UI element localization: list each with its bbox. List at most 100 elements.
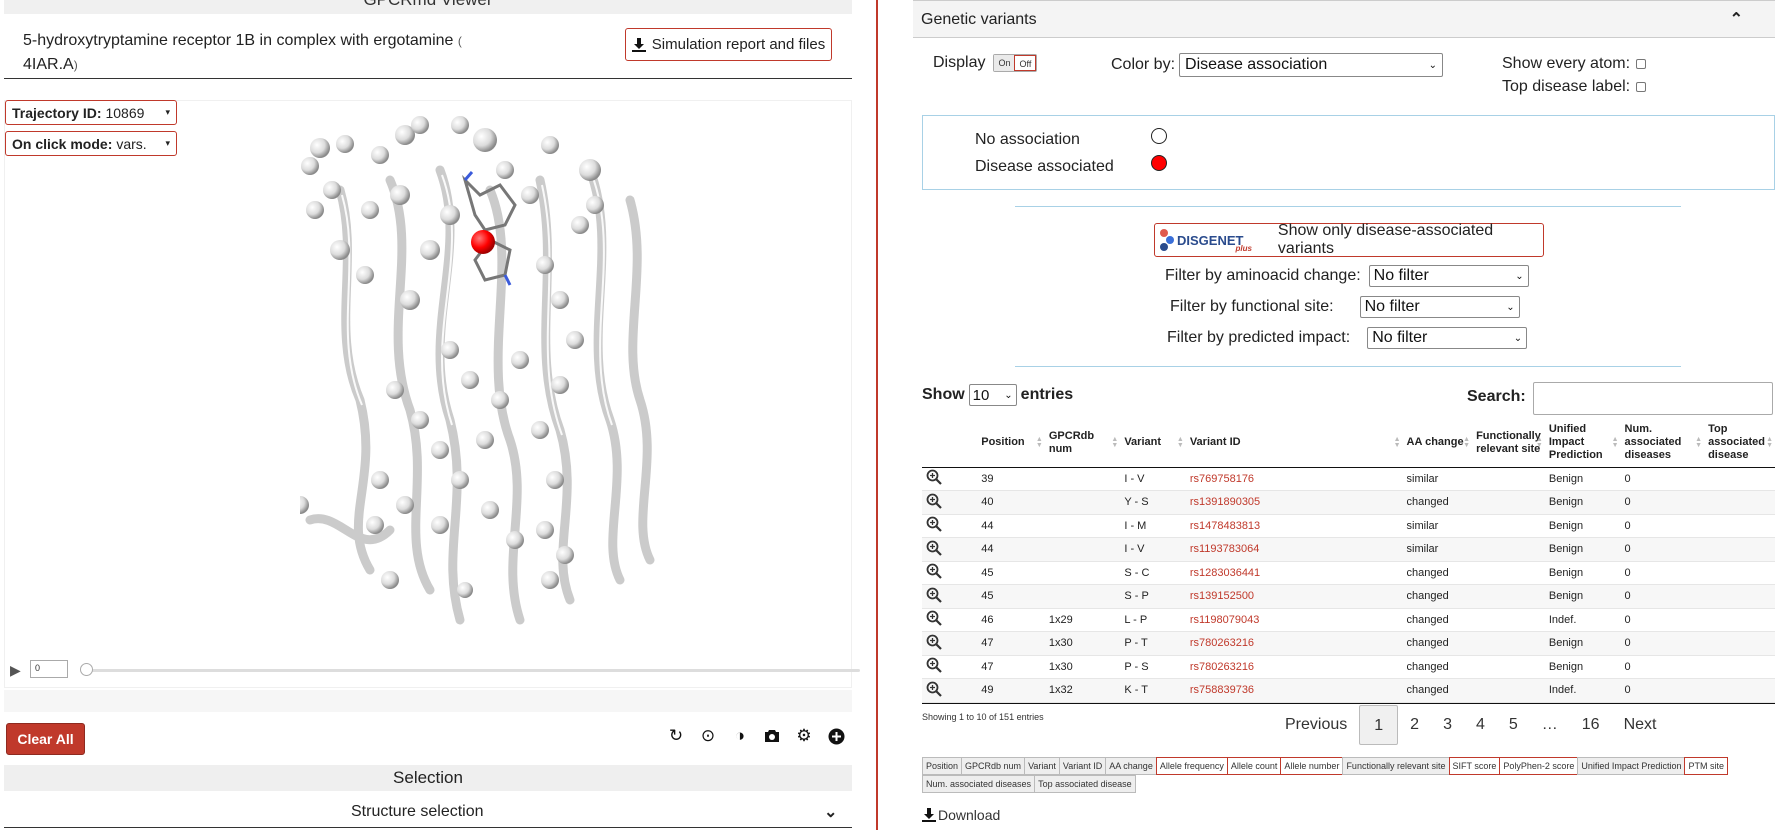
column-toggle-button[interactable]: SIFT score xyxy=(1448,757,1501,775)
chevron-up-icon[interactable]: ⌃ xyxy=(1729,11,1743,28)
previous-page-button[interactable]: Previous xyxy=(1285,716,1348,733)
column-toggle-button[interactable]: Allele frequency xyxy=(1155,757,1228,775)
zoom-in-icon[interactable] xyxy=(926,657,942,674)
filter-predicted-impact-select[interactable]: No filter ⌄ xyxy=(1367,327,1528,349)
page-button[interactable]: 16 xyxy=(1581,716,1600,733)
variant-id-link[interactable]: rs1391890305 xyxy=(1185,490,1403,515)
zoom-in-icon[interactable] xyxy=(926,681,942,697)
camera-icon[interactable] xyxy=(762,726,782,746)
column-toggle-button[interactable]: PTM site xyxy=(1684,757,1728,775)
column-toggle-button[interactable]: Allele number xyxy=(1280,757,1344,775)
top-disease-label-checkbox[interactable] xyxy=(1636,82,1647,92)
reset-view-icon[interactable]: ↻ xyxy=(668,726,684,745)
sort-icon[interactable]: ▲ ▼ xyxy=(1535,435,1543,449)
center-icon[interactable]: ⊙ xyxy=(700,726,716,745)
column-header[interactable]: Variant ID ▲ ▼ xyxy=(1185,419,1403,468)
sort-icon[interactable]: ▲ ▼ xyxy=(1695,435,1703,449)
column-toggle-button[interactable]: Functionally relevant site xyxy=(1342,757,1450,775)
zoom-in-icon[interactable] xyxy=(926,587,942,603)
genetic-variants-header[interactable]: Genetic variants ⌃ xyxy=(913,0,1775,38)
column-header[interactable]: Functionally relevant site ▲ ▼ xyxy=(1472,419,1545,468)
variant-id-link[interactable]: rs758839736 xyxy=(1185,678,1403,703)
zoom-cell[interactable] xyxy=(922,537,978,562)
zoom-in-icon[interactable] xyxy=(926,516,942,533)
disease-variant-marker[interactable] xyxy=(471,230,495,254)
column-header[interactable]: Top associated disease ▲ ▼ xyxy=(1704,419,1775,468)
download-link[interactable]: Download xyxy=(922,807,1000,823)
variant-id-link[interactable]: rs780263216 xyxy=(1185,655,1403,679)
page-button[interactable]: 2 xyxy=(1410,716,1420,733)
sort-icon[interactable]: ▲ ▼ xyxy=(1766,435,1773,449)
zoom-in-icon[interactable] xyxy=(926,493,942,509)
page-button[interactable]: … xyxy=(1541,716,1558,733)
zoom-cell[interactable] xyxy=(922,561,978,585)
zoom-cell[interactable] xyxy=(922,678,978,703)
zoom-cell[interactable] xyxy=(922,631,978,656)
display-toggle[interactable]: On Off xyxy=(993,54,1038,72)
variant-id-link[interactable]: rs1478483813 xyxy=(1185,514,1403,538)
column-toggle-button[interactable]: Position xyxy=(922,757,963,775)
variant-id-link[interactable]: rs769758176 xyxy=(1185,467,1403,491)
column-toggle-button[interactable]: Variant xyxy=(1024,757,1060,775)
filter-aa-change-select[interactable]: No filter ⌄ xyxy=(1368,265,1529,287)
column-toggle-button[interactable]: Variant ID xyxy=(1058,757,1107,775)
sort-icon[interactable]: ▲ ▼ xyxy=(1393,435,1401,449)
filter-functional-site-select[interactable]: No filter ⌄ xyxy=(1359,296,1520,318)
frame-number-input[interactable]: 0 xyxy=(30,660,68,678)
column-header[interactable]: Variant ▲ ▼ xyxy=(1120,419,1186,468)
contrast-icon[interactable]: ◑ xyxy=(734,726,746,745)
sort-icon[interactable]: ▲ ▼ xyxy=(1463,435,1471,449)
column-toggle-button[interactable]: Num. associated diseases xyxy=(922,775,1036,793)
zoom-cell[interactable] xyxy=(922,584,978,609)
simulation-report-button[interactable]: Simulation report and files xyxy=(625,28,832,61)
zoom-cell[interactable] xyxy=(922,514,978,538)
page-length-select[interactable]: 10 ⌄ xyxy=(968,384,1017,406)
zoom-cell[interactable] xyxy=(922,467,978,491)
add-icon[interactable] xyxy=(826,726,846,746)
column-header[interactable]: Num. associated diseases ▲ ▼ xyxy=(1620,419,1705,468)
play-icon[interactable]: ▶ xyxy=(10,662,21,678)
gear-icon[interactable]: ⚙ xyxy=(796,726,812,745)
show-every-atom-checkbox[interactable] xyxy=(1636,59,1647,69)
variant-id-link[interactable]: rs1283036441 xyxy=(1185,561,1403,585)
column-header[interactable]: AA change ▲ ▼ xyxy=(1402,419,1473,468)
page-button[interactable]: 4 xyxy=(1475,716,1485,733)
zoom-in-icon[interactable] xyxy=(926,610,942,627)
variant-id-link[interactable]: rs1193783064 xyxy=(1185,537,1403,562)
column-header[interactable]: Position ▲ ▼ xyxy=(977,419,1045,468)
column-header[interactable]: GPCRdb num ▲ ▼ xyxy=(1044,419,1121,468)
zoom-cell[interactable] xyxy=(922,490,978,515)
toggle-on[interactable]: On xyxy=(994,55,1015,71)
structure-selection-toggle[interactable]: Structure selection ⌄ xyxy=(4,800,852,828)
variant-id-link[interactable]: rs780263216 xyxy=(1185,631,1403,656)
sort-icon[interactable]: ▲ ▼ xyxy=(1176,435,1184,449)
page-button[interactable]: 5 xyxy=(1508,716,1518,733)
column-toggle-button[interactable]: Top associated disease xyxy=(1034,775,1136,793)
zoom-cell[interactable] xyxy=(922,608,978,632)
search-input[interactable] xyxy=(1533,382,1773,415)
sort-icon[interactable]: ▲ ▼ xyxy=(1035,435,1043,449)
next-page-button[interactable]: Next xyxy=(1623,716,1657,733)
zoom-in-icon[interactable] xyxy=(926,563,942,580)
zoom-in-icon[interactable] xyxy=(926,634,942,650)
color-by-select[interactable]: Disease association ⌄ xyxy=(1179,53,1444,77)
column-toggle-button[interactable]: GPCRdb num xyxy=(961,757,1026,775)
toggle-off[interactable]: Off xyxy=(1014,55,1037,71)
variant-id-link[interactable]: rs139152500 xyxy=(1185,584,1403,609)
frame-slider-thumb[interactable] xyxy=(80,663,93,676)
zoom-in-icon[interactable] xyxy=(926,469,942,486)
clear-all-button[interactable]: Clear All xyxy=(6,723,85,755)
disgenet-filter-button[interactable]: DISGENET plus Show only disease-associat… xyxy=(1154,222,1544,257)
column-toggle-button[interactable]: Unified Impact Prediction xyxy=(1577,757,1686,775)
column-toggle-button[interactable]: PolyPhen-2 score xyxy=(1499,757,1579,775)
trajectory-select[interactable]: Trajectory ID: 10869 ▾ xyxy=(5,100,177,125)
column-header[interactable]: Unified Impact Prediction ▲ ▼ xyxy=(1544,419,1621,468)
column-toggle-button[interactable]: AA change xyxy=(1105,757,1157,775)
zoom-in-icon[interactable] xyxy=(926,540,942,556)
sort-icon[interactable]: ▲ ▼ xyxy=(1111,435,1119,449)
sort-icon[interactable]: ▲ ▼ xyxy=(1611,435,1619,449)
protein-structure-render[interactable] xyxy=(300,100,720,650)
variant-id-link[interactable]: rs1198079043 xyxy=(1185,608,1403,632)
page-button[interactable]: 3 xyxy=(1443,716,1452,733)
zoom-cell[interactable] xyxy=(922,655,978,679)
